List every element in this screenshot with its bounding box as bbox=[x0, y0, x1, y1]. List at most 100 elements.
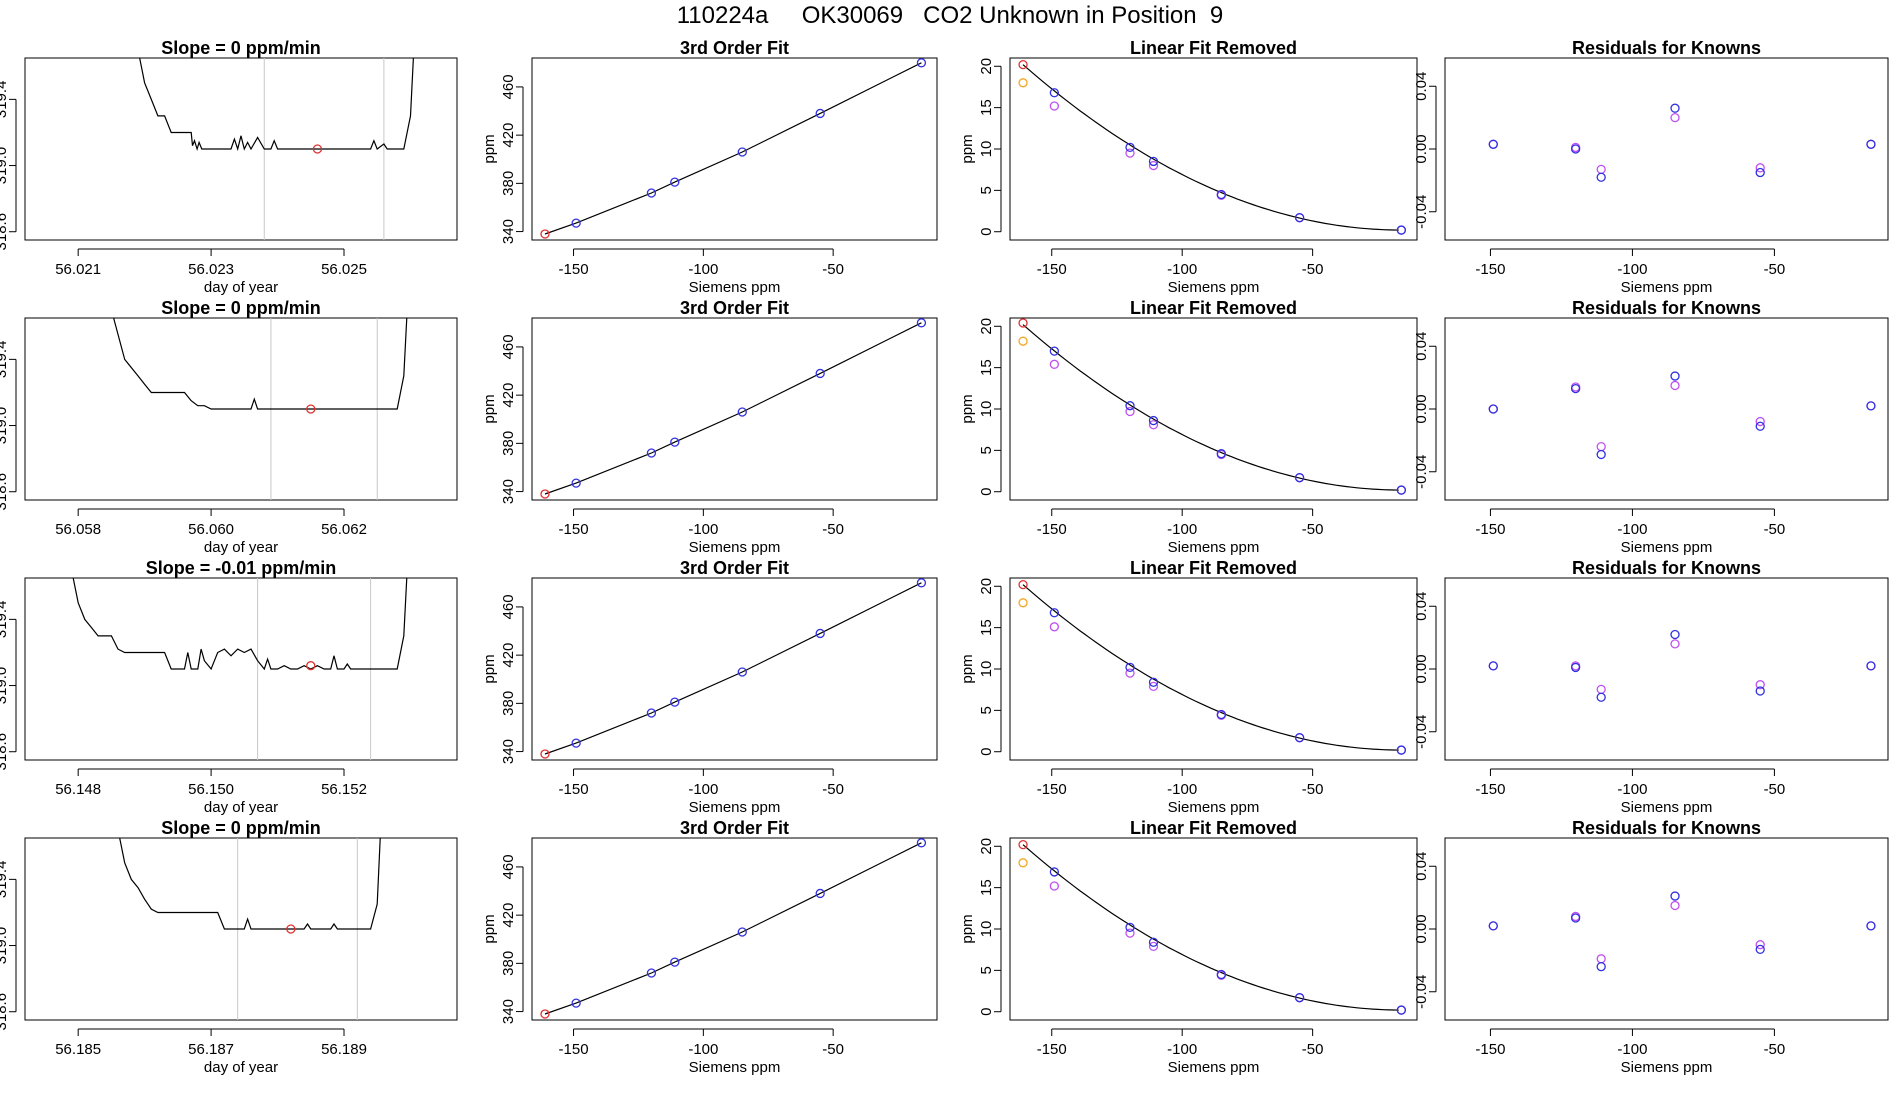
data-point-blue bbox=[646, 708, 657, 718]
y-tick-label: 10 bbox=[978, 141, 995, 158]
data-point-purple bbox=[1049, 101, 1060, 111]
plot-frame bbox=[1009, 57, 1418, 241]
x-tick-label: -150 bbox=[559, 781, 589, 798]
data-point-blue bbox=[571, 738, 581, 748]
data-point-blue bbox=[670, 697, 680, 707]
x-axis-label: Siemens ppm bbox=[689, 799, 781, 816]
x-tick-label: 56.185 bbox=[55, 1041, 101, 1058]
x-axis-label: Siemens ppm bbox=[1168, 799, 1260, 816]
y-tick-label: 420 bbox=[500, 123, 517, 148]
y-tick-label: 10 bbox=[978, 401, 995, 418]
page-title: 110224a OK30069 CO2 Unknown in Position … bbox=[676, 2, 1224, 29]
plot-frame bbox=[531, 577, 938, 761]
data-point-blue bbox=[571, 218, 581, 228]
chart-panel-12: Residuals for Knowns -150 -100 -50 Siemens p… bbox=[1413, 558, 1889, 816]
y-tick-label: -0.04 bbox=[1413, 975, 1430, 1009]
y-tick-label: 0.00 bbox=[1413, 394, 1430, 423]
data-point-blue bbox=[670, 177, 680, 187]
data-point-blue bbox=[1670, 371, 1680, 381]
y-tick-label: 0.00 bbox=[1413, 654, 1430, 683]
plot-frame bbox=[24, 57, 458, 241]
data-point-blue bbox=[1125, 401, 1135, 411]
y-tick-label: 20 bbox=[978, 58, 995, 75]
y-tick-label: 319.4 bbox=[0, 341, 10, 379]
x-tick-label: 56.021 bbox=[55, 261, 101, 278]
chart-title: Slope = 0 ppm/min bbox=[161, 818, 321, 838]
y-tick-label: 20 bbox=[978, 578, 995, 595]
y-axis: -0.04 0.00 0.04 bbox=[1413, 72, 1437, 229]
data-point-blue bbox=[670, 957, 680, 967]
y-tick-label: 318.6 bbox=[0, 733, 10, 771]
x-axis-label: Siemens ppm bbox=[1168, 1059, 1260, 1076]
plot-frame bbox=[24, 577, 458, 761]
ppm-trace-line bbox=[113, 318, 408, 410]
y-tick-label: 319.4 bbox=[0, 81, 10, 119]
data-point-blue bbox=[1396, 225, 1406, 235]
y-axis-label: ppm bbox=[481, 654, 498, 683]
data-point-blue bbox=[1596, 172, 1606, 182]
y-tick-label: 460 bbox=[500, 854, 517, 879]
x-tick-label: -50 bbox=[1764, 1041, 1786, 1058]
y-tick-label: 420 bbox=[500, 903, 517, 928]
y-tick-label: 319.4 bbox=[0, 861, 10, 899]
unknown-marker-point bbox=[286, 924, 296, 934]
data-point-purple bbox=[1125, 148, 1135, 158]
x-tick-label: -50 bbox=[1302, 521, 1324, 538]
y-axis-label: ppm bbox=[959, 654, 976, 683]
ppm-trace-line bbox=[139, 58, 414, 152]
data-point-blue bbox=[1294, 473, 1305, 483]
x-axis: -150 -100 -50 bbox=[559, 768, 844, 798]
data-point-orange bbox=[1018, 336, 1028, 346]
x-tick-label: -50 bbox=[822, 521, 844, 538]
x-tick-label: -100 bbox=[1167, 781, 1197, 798]
data-point-blue bbox=[1755, 944, 1765, 955]
x-tick-label: -100 bbox=[1617, 1041, 1647, 1058]
data-point-blue bbox=[1216, 709, 1226, 720]
data-point-blue bbox=[1866, 921, 1876, 931]
data-point-blue bbox=[1670, 891, 1680, 901]
chart-panel-14: 3rd Order Fit -150 -100 -50 Siemens ppm 340 38… bbox=[481, 818, 938, 1076]
data-point-blue bbox=[571, 478, 581, 488]
chart-panel-4: Residuals for Knowns -150 -100 -50 Siemens p… bbox=[1413, 38, 1889, 296]
x-axis: -150 -100 -50 bbox=[1475, 248, 1785, 278]
data-point-red bbox=[1018, 579, 1028, 590]
data-point-blue bbox=[1396, 745, 1406, 755]
x-tick-label: 56.148 bbox=[55, 781, 101, 798]
chart-panel-5: Slope = 0 ppm/min 56.058 56.060 56.062 day o… bbox=[0, 298, 458, 556]
y-axis: 340 380 420 460 bbox=[500, 334, 524, 504]
y-tick-label: 0.04 bbox=[1413, 852, 1430, 881]
chart-title: 3rd Order Fit bbox=[680, 818, 789, 838]
y-tick-label: 0.04 bbox=[1413, 72, 1430, 101]
ppm-trace-line bbox=[119, 838, 381, 930]
y-tick-label: 460 bbox=[500, 74, 517, 99]
plot-frame bbox=[1444, 57, 1889, 241]
chart-panel-6: 3rd Order Fit -150 -100 -50 Siemens ppm 340 38… bbox=[481, 298, 938, 556]
x-tick-label: -150 bbox=[1475, 261, 1505, 278]
chart-panel-9: Slope = -0.01 ppm/min 56.148 56.150 56.152 d… bbox=[0, 558, 458, 816]
chart-title: 3rd Order Fit bbox=[680, 38, 789, 58]
data-point-purple bbox=[1125, 406, 1135, 417]
y-tick-label: 380 bbox=[500, 431, 517, 456]
x-axis: -150 -100 -50 bbox=[1475, 508, 1785, 538]
y-axis-label: ppm bbox=[959, 134, 976, 163]
y-axis: 340 380 420 460 bbox=[500, 594, 524, 764]
x-tick-label: 56.060 bbox=[188, 521, 234, 538]
fit-line bbox=[544, 322, 922, 495]
data-point-purple bbox=[1049, 622, 1060, 632]
x-tick-label: -50 bbox=[822, 1041, 844, 1058]
x-axis-label: day of year bbox=[204, 539, 278, 556]
y-tick-label: 460 bbox=[500, 594, 517, 619]
data-point-blue bbox=[1294, 993, 1305, 1003]
y-axis: 318.6 319.0 319.4 bbox=[0, 601, 17, 771]
data-point-purple bbox=[1670, 900, 1680, 911]
y-tick-label: 15 bbox=[978, 99, 995, 116]
data-point-blue bbox=[1294, 733, 1305, 743]
chart-panel-16: Residuals for Knowns -150 -100 -50 Siemens p… bbox=[1413, 818, 1889, 1076]
unknown-marker-point bbox=[306, 404, 316, 414]
data-point-blue bbox=[571, 998, 581, 1008]
y-tick-label: 0 bbox=[978, 488, 995, 496]
x-tick-label: -150 bbox=[1475, 781, 1505, 798]
x-tick-label: 56.023 bbox=[188, 261, 234, 278]
chart-title: Residuals for Knowns bbox=[1572, 298, 1761, 318]
x-axis: -150 -100 -50 bbox=[559, 248, 844, 278]
